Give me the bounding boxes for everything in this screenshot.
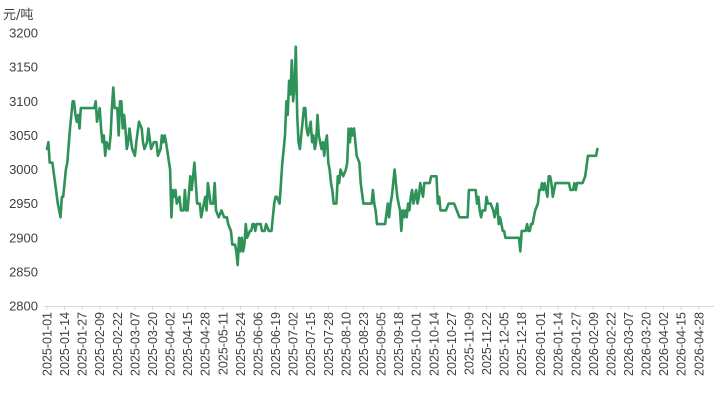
x-tick-label: 2025-10-27 [445,312,459,376]
x-tick-label: 2025-05-24 [234,312,248,376]
x-tick-label: 2025-10-01 [410,312,424,376]
x-tick-label: 2026-04-28 [692,312,706,376]
x-tick-label: 2025-07-28 [322,312,336,376]
x-tick-label: 2025-02-09 [93,312,107,376]
x-tick-label: 2026-04-15 [675,312,689,376]
y-tick-label: 3100 [9,94,38,109]
y-axis-unit-label: 元/吨 [3,8,34,23]
x-tick-label: 2025-04-15 [181,312,195,376]
y-tick-label: 3000 [9,162,38,177]
x-tick-label: 2025-08-10 [339,312,353,376]
x-tick-label: 2026-02-22 [604,312,618,376]
x-tick-label: 2026-01-01 [534,312,548,376]
y-tick-label: 2900 [9,230,38,245]
y-axis: 2800 2850 2900 2950 3000 3050 3100 3150 3200 [9,26,38,314]
y-tick-label: 2850 [9,264,38,279]
x-tick-label: 2025-07-02 [287,312,301,376]
x-tick-label: 2025-06-06 [251,312,265,376]
x-tick-label: 2025-03-20 [146,312,160,376]
x-tick-label: 2026-01-14 [552,312,566,376]
x-tick-label: 2025-09-05 [375,312,389,376]
x-tick-label: 2025-11-22 [480,312,494,375]
y-tick-label: 3050 [9,128,38,143]
x-tick-label: 2025-08-23 [357,312,371,376]
x-axis: 2025-01-01 2025-01-14 2025-01-27 2025-02-09… [41,306,706,376]
x-tick-label: 2026-01-27 [569,312,583,376]
x-tick-label: 2026-03-20 [640,312,654,376]
y-tick-label: 3200 [9,26,38,41]
x-tick-label: 2025-02-22 [111,312,125,376]
x-tick-label: 2026-02-09 [587,312,601,376]
x-tick-label: 2025-01-27 [76,312,90,376]
x-tick-label: 2025-06-19 [269,312,283,376]
x-tick-label: 2025-07-15 [304,312,318,376]
x-tick-label: 2026-04-02 [657,312,671,376]
y-tick-label: 2950 [9,196,38,211]
x-tick-label: 2025-09-18 [392,312,406,376]
x-tick-label: 2025-12-05 [498,312,512,376]
x-tick-label: 2025-01-14 [58,312,72,376]
x-tick-label: 2025-12-18 [515,312,529,376]
x-tick-label: 2025-03-07 [128,312,142,376]
x-tick-label: 2025-11-09 [462,312,476,375]
y-tick-label: 3150 [9,60,38,75]
x-tick-label: 2026-03-07 [622,312,636,376]
x-tick-label: 2025-04-02 [164,312,178,376]
x-tick-label: 2025-05-11 [216,312,230,375]
x-tick-label: 2025-04-28 [199,312,213,376]
x-tick-label: 2025-01-01 [41,312,55,376]
x-tick-label: 2025-10-14 [427,312,441,376]
series-line [45,45,599,267]
y-tick-label: 2800 [9,299,38,314]
